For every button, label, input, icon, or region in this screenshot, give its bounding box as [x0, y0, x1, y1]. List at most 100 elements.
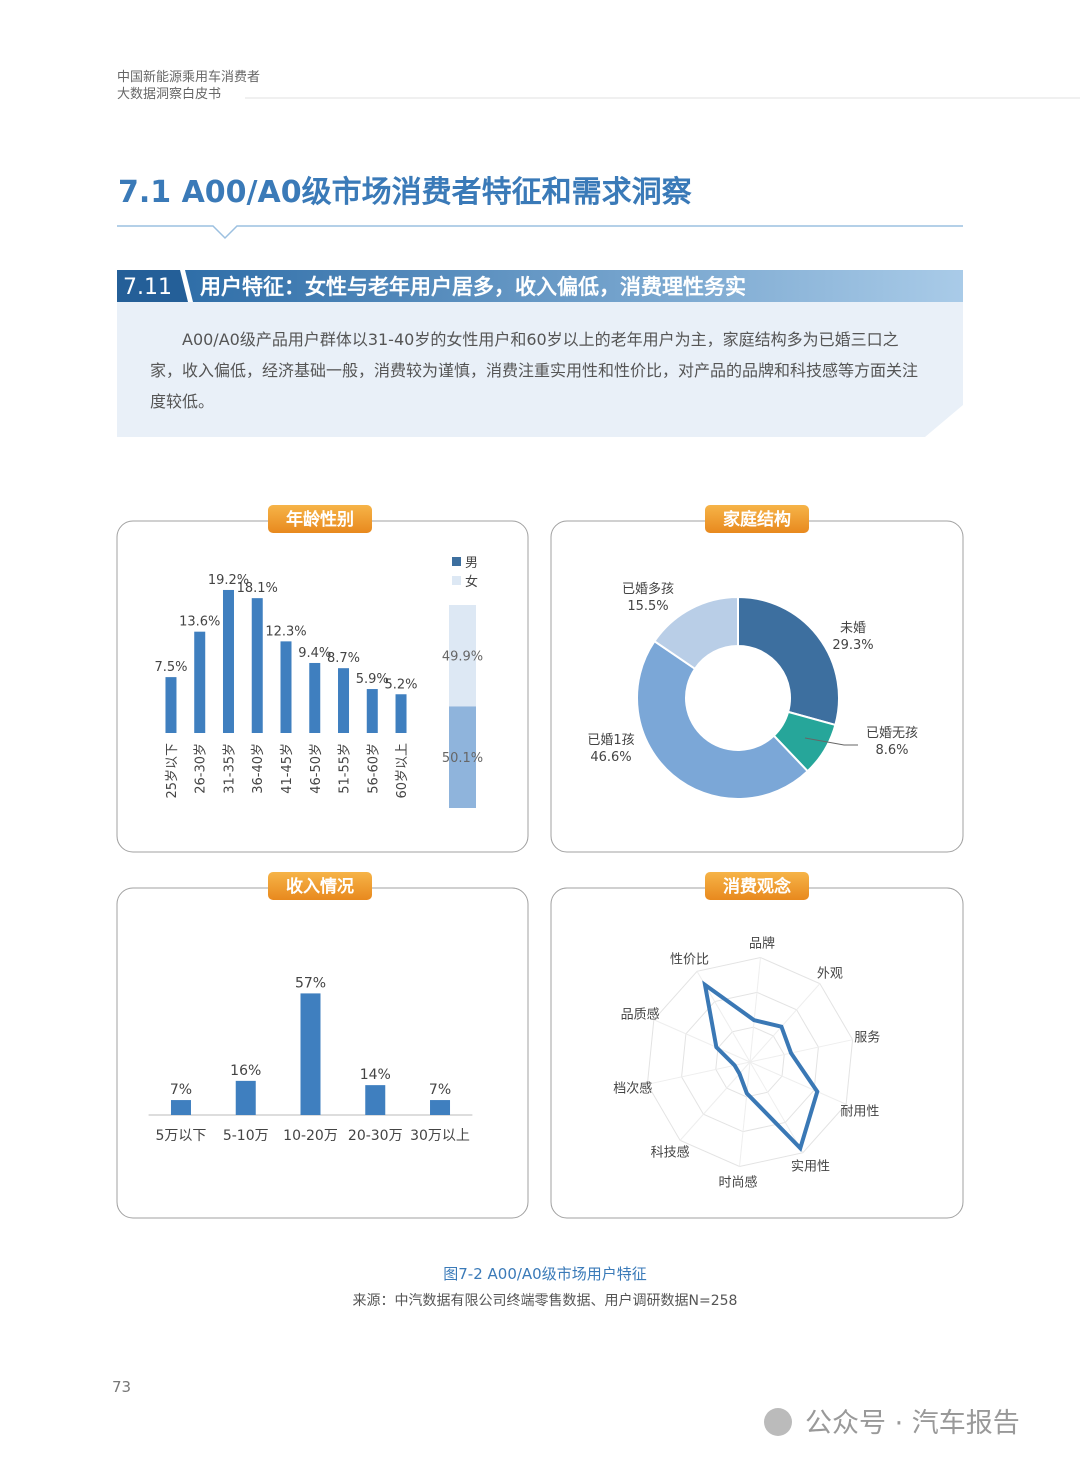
- value-label: 7%: [429, 1082, 451, 1098]
- donut-slice: [636, 639, 810, 800]
- chart-title-tag: [268, 872, 372, 900]
- bar: [338, 668, 350, 733]
- header-line: 中国新能源乘用车消费者: [117, 69, 260, 85]
- value-label: 14%: [360, 1067, 391, 1083]
- value-label: 9.4%: [298, 646, 331, 661]
- header-line: 大数据洞察白皮书: [117, 86, 221, 102]
- radar-spoke: [749, 983, 821, 1063]
- value-label: 16%: [230, 1063, 261, 1079]
- donut-slice: [737, 595, 840, 727]
- slice-value: 15.5%: [627, 599, 668, 614]
- figure-source: 来源：中汽数据有限公司终端零售数据、用户调研数据N=258: [353, 1292, 738, 1309]
- slice-label: 未婚: [840, 621, 866, 636]
- chart-title-tag: [268, 505, 372, 533]
- page-number: 73: [112, 1378, 131, 1396]
- x-tick-label: 30万以上: [410, 1128, 470, 1144]
- value-label: 49.9%: [442, 650, 483, 665]
- radar-label: 耐用性: [840, 1104, 879, 1119]
- x-tick-label: 26-30岁: [194, 743, 209, 794]
- radar-spoke: [749, 1061, 847, 1105]
- bar: [280, 641, 292, 733]
- subsection-number: 7.11: [123, 275, 172, 300]
- bar: [365, 1085, 386, 1115]
- x-tick-label: 25岁以下: [165, 743, 180, 799]
- x-tick-label: 31-35岁: [222, 743, 237, 794]
- value-label: 18.1%: [237, 581, 278, 596]
- value-label: 57%: [295, 975, 326, 991]
- legend-swatch: [452, 557, 461, 566]
- radar-spoke: [749, 1039, 853, 1063]
- bar: [430, 1100, 451, 1115]
- donut-slice: [653, 595, 739, 671]
- bar: [309, 662, 321, 733]
- radar-label: 品牌: [749, 936, 775, 952]
- value-label: 8.7%: [327, 651, 360, 666]
- figure-caption: 图7-2 A00/A0级市场用户特征: [443, 1265, 646, 1283]
- x-tick-label: 41-45岁: [280, 743, 295, 794]
- chart-title: 消费观念: [723, 876, 791, 897]
- radar-spoke: [653, 1019, 751, 1063]
- radar-label: 性价比: [670, 952, 709, 967]
- slice-value: 46.6%: [590, 750, 631, 765]
- chart-title-tag: [705, 505, 809, 533]
- watermark: 公众号 · 汽车报告: [805, 1408, 1020, 1439]
- radar-label: 外观: [817, 966, 843, 981]
- slice-label: 已婚1孩: [587, 733, 634, 748]
- value-label: 7%: [170, 1082, 192, 1098]
- chart-title: 收入情况: [286, 876, 354, 897]
- panel: [116, 887, 529, 1219]
- subsection-title: 用户特征：女性与老年用户居多，收入偏低，消费理性务实: [200, 275, 746, 299]
- leader-line: [804, 737, 858, 746]
- chart-title: 年龄性别: [286, 509, 354, 530]
- x-tick-label: 46-50岁: [309, 743, 324, 794]
- bar: [222, 589, 234, 733]
- chart-title-tag: [705, 872, 809, 900]
- radar-label: 品质感: [621, 1007, 660, 1023]
- title-rule: [117, 225, 963, 240]
- bar: [235, 1080, 256, 1115]
- bar: [366, 689, 378, 733]
- bar: [170, 1100, 191, 1115]
- bar: [194, 631, 206, 733]
- radar-label: 科技感: [651, 1145, 690, 1161]
- bar: [395, 694, 407, 733]
- radar-label: 档次感: [613, 1081, 652, 1097]
- slice-label: 已婚无孩: [866, 726, 918, 741]
- x-tick-label: 5-10万: [223, 1128, 269, 1144]
- radar-series: [702, 980, 820, 1152]
- value-label: 7.5%: [154, 660, 187, 675]
- radar-label: 服务: [854, 1029, 880, 1045]
- x-tick-label: 36-40岁: [251, 743, 266, 794]
- radar-spoke: [749, 1061, 804, 1153]
- legend-label: 女: [465, 574, 478, 590]
- stacked-segment: [449, 706, 476, 808]
- summary-box: [117, 302, 963, 437]
- radar-label: 时尚感: [719, 1174, 758, 1190]
- x-tick-label: 10-20万: [283, 1128, 338, 1144]
- radar-label: 实用性: [791, 1160, 830, 1175]
- summary-text: A00/A0级产品用户群体以31-40岁的女性用户和60岁以上的老年用户为主，家…: [150, 330, 919, 411]
- value-label: 12.3%: [265, 624, 306, 639]
- subsection-number-box: [117, 270, 188, 302]
- legend-swatch: [452, 576, 461, 585]
- stacked-segment: [449, 605, 476, 707]
- panel: [550, 520, 964, 853]
- x-tick-label: 51-55岁: [338, 743, 353, 794]
- x-tick-label: 20-30万: [348, 1128, 403, 1144]
- x-tick-label: 5万以下: [156, 1128, 207, 1144]
- x-tick-label: 56-60岁: [366, 743, 381, 794]
- x-tick-label: 60岁以上: [395, 743, 410, 799]
- section-title: 7.1 A00/A0级市场消费者特征和需求洞察: [118, 175, 693, 210]
- chart-title: 家庭结构: [723, 509, 791, 530]
- slice-value: 29.3%: [832, 638, 873, 653]
- watermark-icon: [764, 1408, 792, 1436]
- slice-label: 已婚多孩: [622, 581, 674, 597]
- bar: [251, 598, 263, 733]
- radar-spoke: [739, 1061, 751, 1167]
- radar-spoke: [749, 957, 761, 1063]
- value-label: 19.2%: [208, 573, 249, 588]
- value-label: 5.2%: [385, 677, 418, 692]
- value-label: 5.9%: [356, 672, 389, 687]
